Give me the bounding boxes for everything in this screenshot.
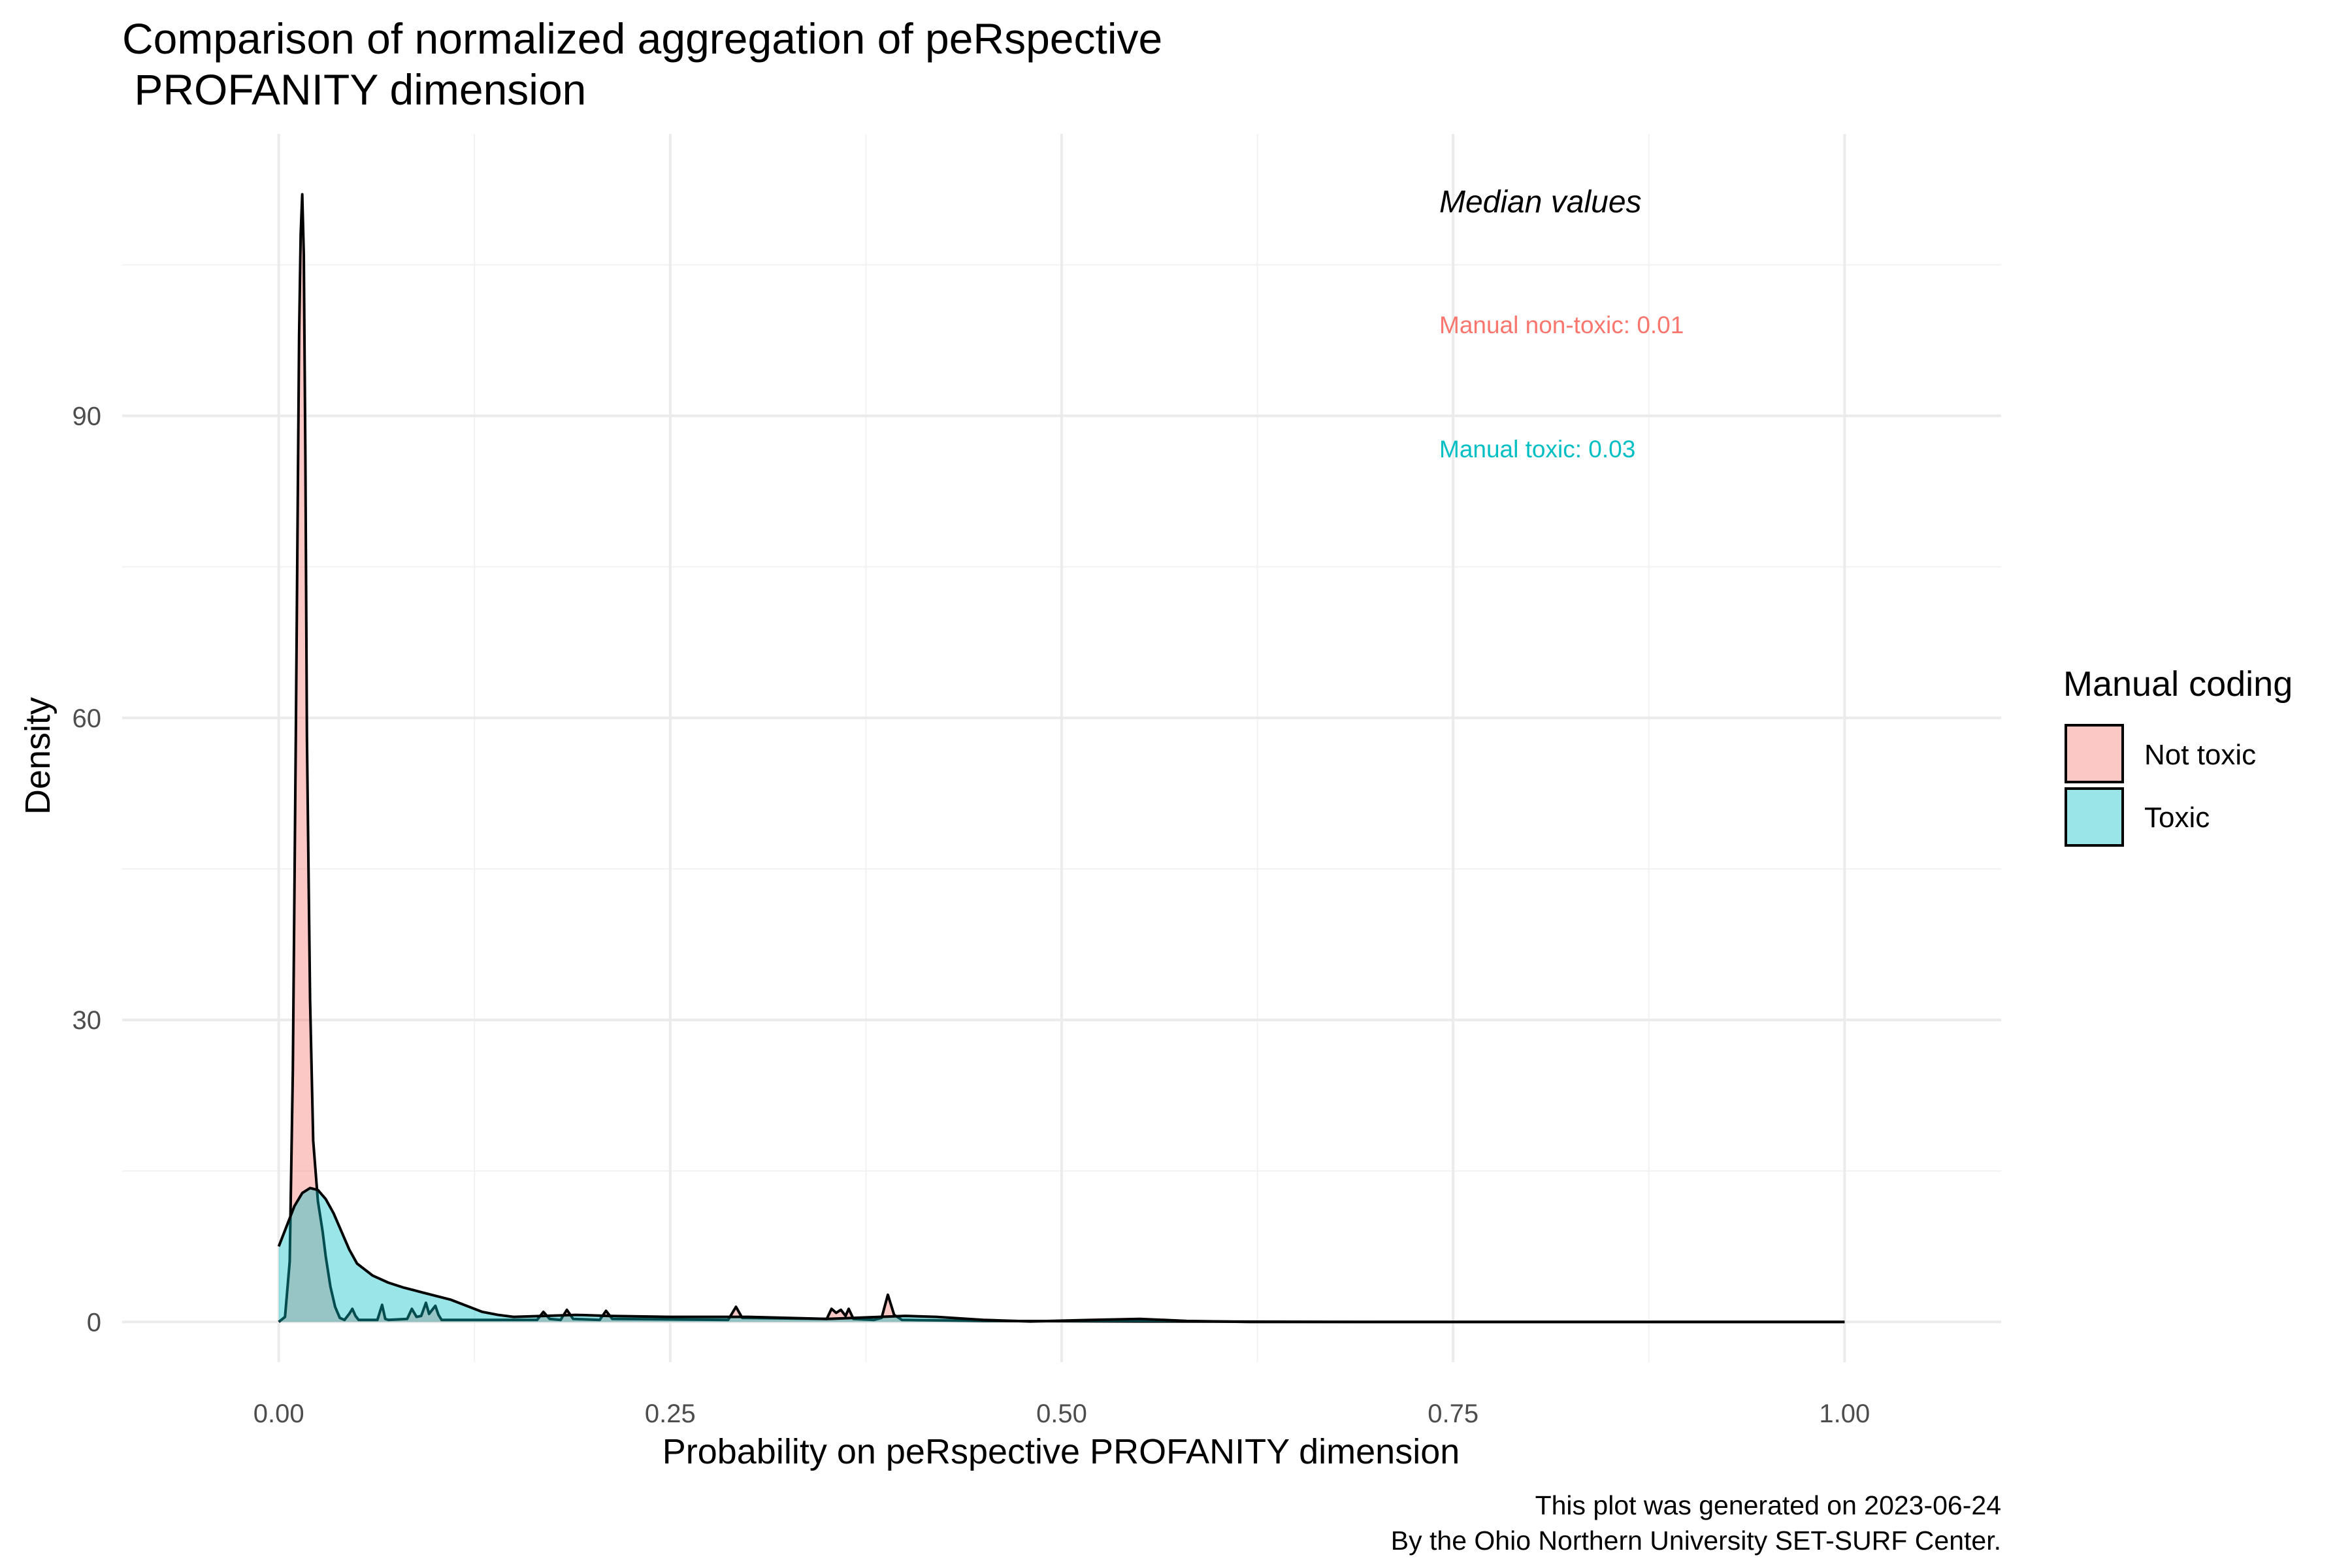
x-axis-title: Probability on peRspective PROFANITY dim…	[662, 1432, 1460, 1471]
y-axis-ticks: 0 30 60 90	[73, 402, 102, 1337]
caption-line-1: This plot was generated on 2023-06-24	[1535, 1490, 2001, 1520]
density-line-toxic	[277, 1186, 1845, 1324]
legend-label-not-toxic: Not toxic	[2144, 739, 2256, 771]
chart-title-line-1: Comparison of normalized aggregation of …	[122, 14, 1162, 63]
x-tick-label: 0.75	[1428, 1399, 1478, 1428]
legend: Manual coding Not toxic Toxic	[2063, 664, 2293, 847]
x-tick-label: 1.00	[1819, 1399, 1870, 1428]
caption-line-2: By the Ohio Northern University SET-SURF…	[1391, 1526, 2001, 1556]
density-series	[277, 193, 1845, 1324]
density-area-toxic	[278, 1188, 1845, 1322]
legend-label-toxic: Toxic	[2144, 802, 2210, 834]
y-tick-label: 60	[73, 704, 102, 733]
y-tick-label: 90	[73, 402, 102, 431]
legend-swatch-toxic	[2065, 787, 2124, 847]
legend-title: Manual coding	[2063, 664, 2293, 704]
x-tick-label: 0.00	[253, 1399, 304, 1428]
major-gridlines	[122, 134, 2001, 1362]
annotation-median-toxic: Manual toxic: 0.03	[1439, 436, 1635, 463]
chart-title-line-2: PROFANITY dimension	[122, 65, 586, 114]
y-axis-title: Density	[18, 697, 57, 815]
x-tick-label: 0.25	[645, 1399, 696, 1428]
density-line-not-toxic	[278, 193, 1845, 1324]
legend-swatch-not-toxic	[2065, 724, 2124, 783]
x-axis-ticks: 0.00 0.25 0.50 0.75 1.00	[253, 1399, 1870, 1428]
x-tick-label: 0.50	[1036, 1399, 1087, 1428]
y-tick-label: 30	[73, 1006, 102, 1035]
annotation-heading: Median values	[1439, 185, 1642, 220]
annotation-median-non-toxic: Manual non-toxic: 0.01	[1439, 312, 1684, 338]
y-tick-label: 0	[87, 1308, 101, 1337]
